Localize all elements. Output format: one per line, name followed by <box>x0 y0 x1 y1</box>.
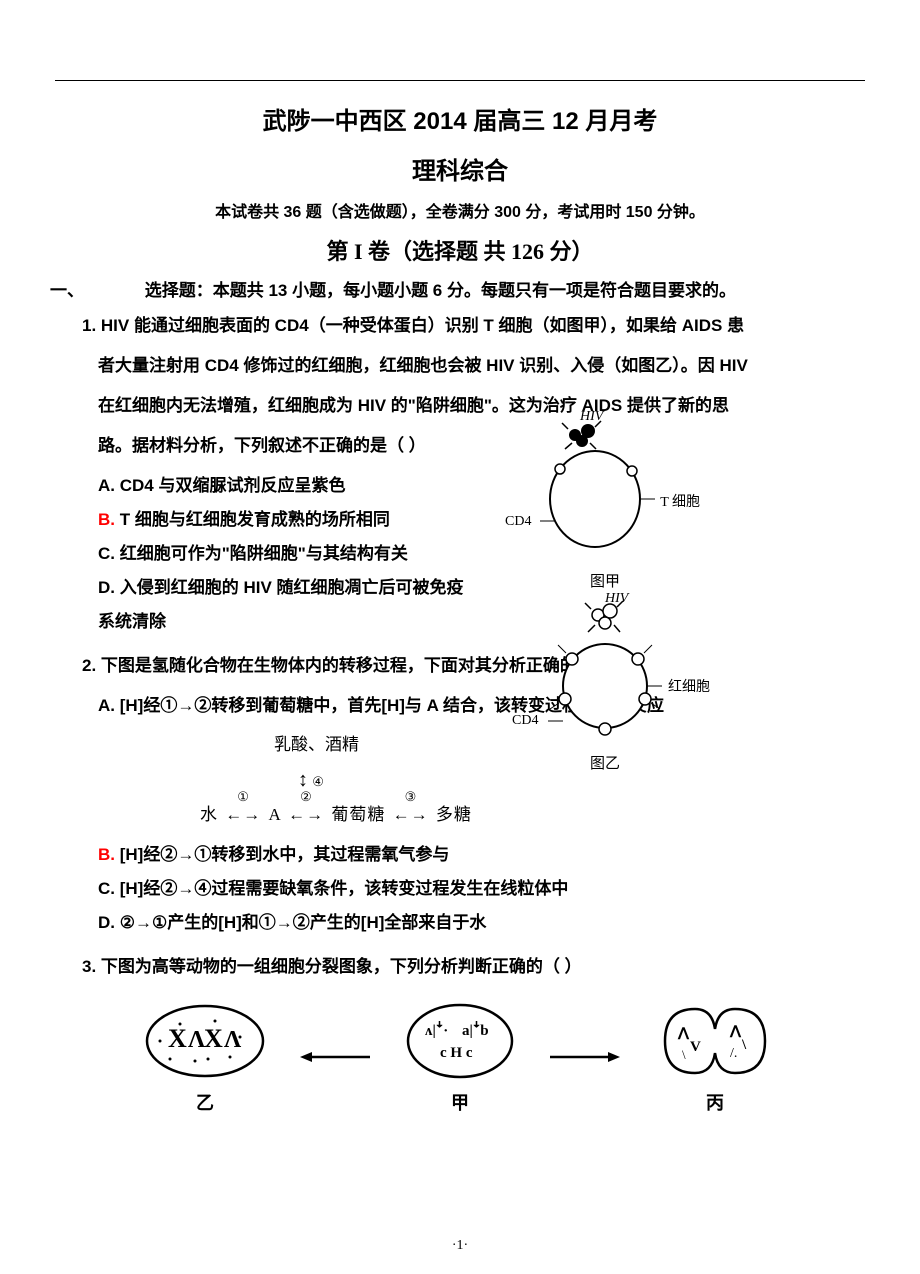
q2-option-b-prefix: B. <box>98 845 115 864</box>
cell-yi-icon: X Λ X Λ <box>140 999 270 1084</box>
q1-option-d-line2: 系统清除 <box>50 605 870 639</box>
rbc-label: 红细胞 <box>668 676 710 696</box>
svg-text:ᐱ: ᐱ <box>729 1024 742 1041</box>
exam-subtitle: 本试卷共 36 题（含选做题），全卷满分 300 分，考试用时 150 分钟。 <box>50 198 870 222</box>
section-one-label: 一、 <box>50 276 140 301</box>
hiv-label-yi: HIV <box>605 591 628 607</box>
q1-stem-line1: 1. HIV 能通过细胞表面的 CD4（一种受体蛋白）识别 T 细胞（如图甲），… <box>50 309 870 343</box>
figure-yi-caption: 图乙 <box>520 752 690 773</box>
q3-stem: 3. 下图为高等动物的一组细胞分裂图象，下列分析判断正确的（ ） <box>50 950 870 984</box>
q3-label-yi: 乙 <box>140 1089 270 1115</box>
q2-option-d: D. ②→①产生的[H]和①→②产生的[H]全部来自于水 <box>50 906 870 940</box>
svg-text:ᐱ: ᐱ <box>677 1026 690 1043</box>
q3-cell-yi: X Λ X Λ 乙 <box>140 999 270 1115</box>
q3-label-jia: 甲 <box>400 1089 520 1115</box>
q1-stem-line2: 者大量注射用 CD4 修饰过的红细胞，红细胞也会被 HIV 识别、入侵（如图乙）… <box>50 349 870 383</box>
svg-text:X: X <box>168 1024 187 1053</box>
q2-option-b: B. [H]经②→①转移到水中，其过程需氧气参与 <box>50 838 870 872</box>
question-2: 2. 下图是氢随化合物在生物体内的转移过程，下面对其分析正确的是（ ） A. [… <box>50 649 870 940</box>
q3-figures: X Λ X Λ 乙 ʌ|ꜜ· a|ꜜb c H c <box>50 999 870 1115</box>
subject-title: 理科综合 <box>50 151 870 186</box>
cell-yi-icon <box>520 591 690 741</box>
arrow-right-icon <box>550 1047 620 1067</box>
svg-text:a|ꜜb: a|ꜜb <box>462 1021 489 1039</box>
q3-label-bing: 丙 <box>650 1089 780 1115</box>
svg-text:X: X <box>204 1024 223 1053</box>
cell-bing-icon: ᐱ V \ ᐱ \ /. <box>650 999 780 1084</box>
top-rule <box>55 80 865 81</box>
q2-option-a: A. [H]经①→②转移到葡萄糖中，首先[H]与 A 结合，该转变过程属于光反应 <box>50 689 870 723</box>
cell-jia-icon: ʌ|ꜜ· a|ꜜb c H c <box>400 999 520 1084</box>
svg-text:V: V <box>690 1039 701 1055</box>
hiv-label-jia: HIV <box>580 409 603 425</box>
section-title: 第 I 卷（选择题 共 126 分） <box>50 234 870 266</box>
svg-text:\: \ <box>741 1037 747 1053</box>
tcell-label: T 细胞 <box>660 491 700 511</box>
q2-option-c: C. [H]经②→④过程需要缺氧条件，该转变过程发生在线粒体中 <box>50 872 870 906</box>
q2-n4: ④ <box>312 774 324 789</box>
cell-jia-icon <box>520 409 690 559</box>
exam-title: 武陟一中西区 2014 届高三 12 月月考 <box>50 101 870 136</box>
svg-text:Λ: Λ <box>224 1027 242 1053</box>
q1-option-b-text: T 细胞与红细胞发育成熟的场所相同 <box>120 510 390 529</box>
section-one-instructions: 选择题：本题共 13 小题，每小题小题 6 分。每题只有一项是符合题目要求的。 <box>145 281 736 300</box>
svg-text:ʌ|ꜜ·: ʌ|ꜜ· <box>425 1021 448 1039</box>
q3-cell-bing: ᐱ V \ ᐱ \ /. 丙 <box>650 999 780 1115</box>
arrow-left-icon <box>300 1047 370 1067</box>
cd4-label-jia: CD4 <box>505 514 531 530</box>
figure-yi: HIV <box>520 591 690 773</box>
q1-option-b-prefix: B. <box>98 510 115 529</box>
section-one-header: 一、 选择题：本题共 13 小题，每小题小题 6 分。每题只有一项是符合题目要求… <box>50 276 870 301</box>
q3-cell-jia: ʌ|ꜜ· a|ꜜb c H c 甲 <box>400 999 520 1115</box>
question-1: 1. HIV 能通过细胞表面的 CD4（一种受体蛋白）识别 T 细胞（如图甲），… <box>50 309 870 639</box>
q2-option-b-text: [H]经②→①转移到水中，其过程需氧气参与 <box>120 845 450 864</box>
svg-text:c H c: c H c <box>440 1045 473 1061</box>
q2-diagram-main-line: 水 ←①→ A ←②→ 葡萄糖 ←③→ 多糖 <box>200 799 870 831</box>
cd4-label-yi: CD4 <box>512 713 538 729</box>
q1-figure-group: HIV <box>520 409 880 599</box>
q2-diagram: 乳酸、酒精 ↕ ④ 水 ←①→ A ←②→ 葡萄糖 ←③→ 多糖 <box>50 729 870 832</box>
page-number: ·1· <box>0 1238 920 1254</box>
figure-jia: HIV <box>520 409 690 591</box>
question-3: 3. 下图为高等动物的一组细胞分裂图象，下列分析判断正确的（ ） X Λ X Λ… <box>50 950 870 1115</box>
q2-stem: 2. 下图是氢随化合物在生物体内的转移过程，下面对其分析正确的是（ ） <box>50 649 870 683</box>
svg-text:/.: /. <box>730 1046 737 1061</box>
figure-jia-caption: 图甲 <box>520 570 690 591</box>
svg-text:\: \ <box>682 1047 686 1062</box>
